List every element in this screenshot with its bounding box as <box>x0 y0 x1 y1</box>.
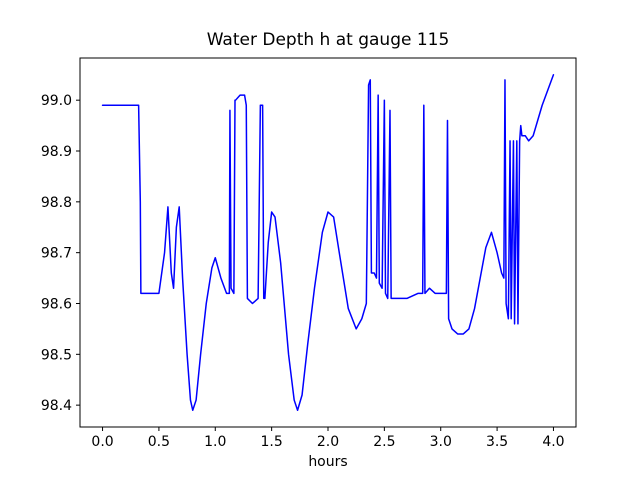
y-tick-label: 98.5 <box>41 347 72 363</box>
y-axis-ticks: 98.4 98.5 98.6 98.7 98.8 98.9 99.0 <box>41 93 80 414</box>
x-tick-label: 4.0 <box>542 434 564 450</box>
x-tick-label: 2.5 <box>373 434 395 450</box>
x-tick-label: 3.0 <box>430 434 452 450</box>
y-tick-label: 98.6 <box>41 296 72 312</box>
y-tick-label: 98.4 <box>41 398 72 414</box>
x-tick-label: 0.0 <box>91 434 113 450</box>
plot-area <box>79 57 577 428</box>
chart-title: Water Depth h at gauge 115 <box>207 30 450 50</box>
x-tick-label: 0.5 <box>148 434 170 450</box>
x-tick-label: 3.5 <box>486 434 508 450</box>
x-tick-label: 2.0 <box>317 434 339 450</box>
y-tick-label: 98.9 <box>41 144 72 160</box>
x-tick-label: 1.0 <box>204 434 226 450</box>
x-tick-label: 1.5 <box>261 434 283 450</box>
y-tick-label: 98.8 <box>41 195 72 211</box>
x-axis-label: hours <box>308 454 347 470</box>
y-tick-label: 99.0 <box>41 93 72 109</box>
x-axis-ticks: 0.0 0.5 1.0 1.5 2.0 2.5 3.0 3.5 4.0 <box>91 427 565 450</box>
y-tick-label: 98.7 <box>41 246 72 262</box>
data-line-water-depth <box>101 74 555 411</box>
